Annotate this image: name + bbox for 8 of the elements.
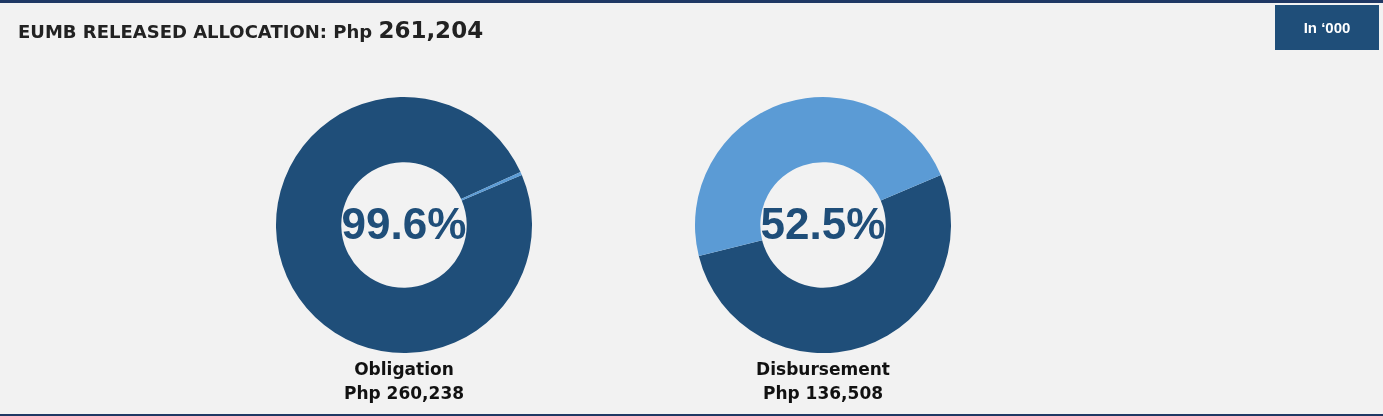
text: 52.5%: [759, 199, 887, 249]
text: Php 260,238: [342, 383, 466, 403]
text: Obligation: [353, 359, 455, 379]
text: Disbursement: [755, 359, 891, 379]
text: 99.6%: [340, 199, 468, 249]
text: In ‘000: [1275, 5, 1379, 50]
text: EUMB RELEASED ALLOCATION: Php 261,204: [18, 17, 484, 43]
text: Php 136,508: [761, 383, 885, 403]
